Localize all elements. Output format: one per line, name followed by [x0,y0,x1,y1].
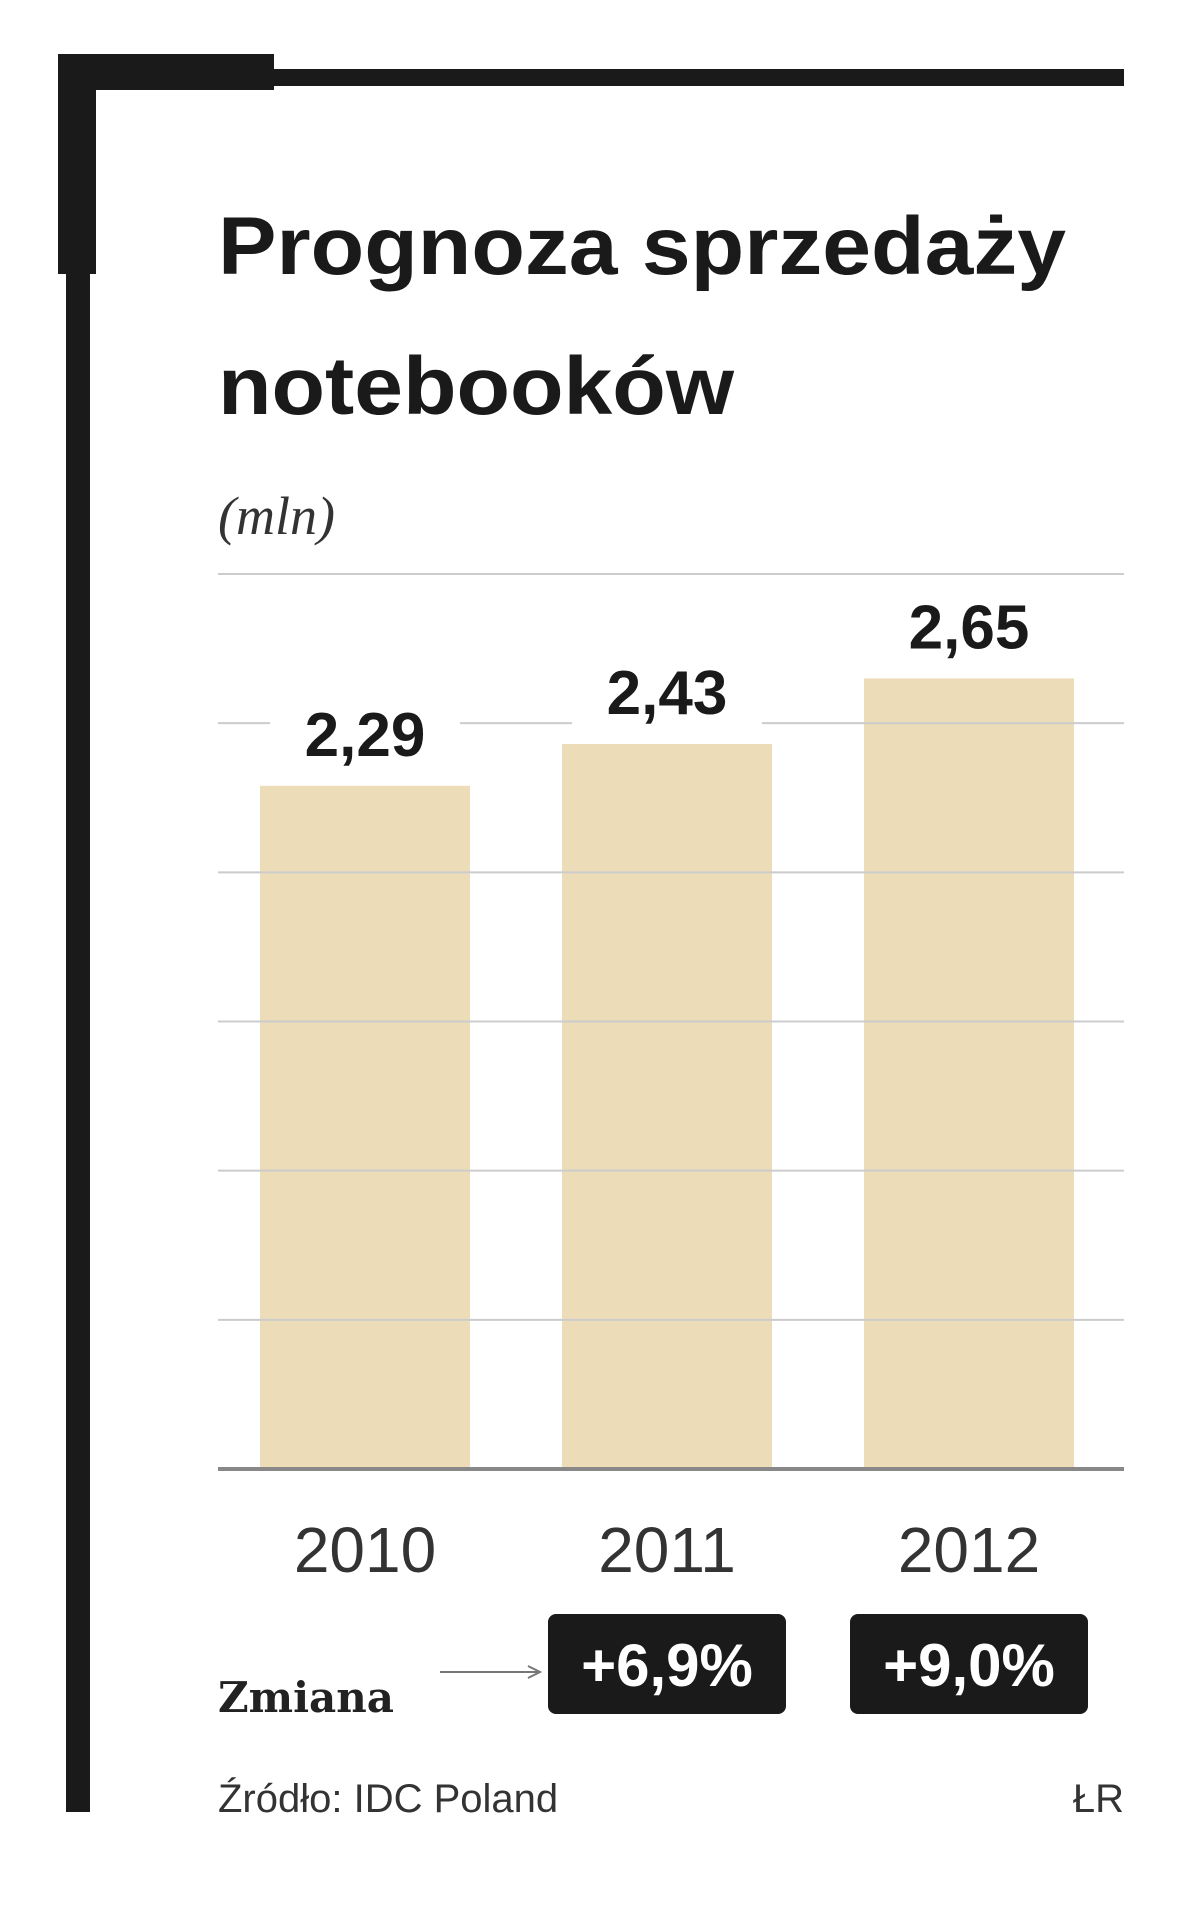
change-value: +6,9% [581,1632,753,1699]
change-box [850,1614,1088,1714]
source: Źródło: IDC Poland [218,1776,558,1821]
chart-title: Prognoza sprzedaży [218,201,1066,292]
bar [562,744,772,1469]
label-bg [874,596,1064,661]
value-label: 2,29 [305,701,426,770]
bar [260,785,470,1469]
label-bg [270,703,460,768]
frame [66,54,90,1812]
frame [274,69,1124,86]
x-tick-label: 2012 [898,1514,1040,1586]
chart-title: notebooków [218,341,734,432]
value-label: 2,65 [909,593,1030,662]
subtitle: (mln) [218,486,335,546]
x-tick-label: 2010 [294,1514,436,1586]
x-tick-label: 2011 [598,1514,736,1586]
bar [864,678,1074,1469]
credit: ŁR [1073,1777,1124,1821]
arrow [527,1665,543,1679]
value-label: 2,43 [607,659,728,728]
change-label: Zmiana [218,1673,394,1722]
label-bg [572,662,762,727]
change-box [548,1614,786,1714]
change-value: +9,0% [883,1632,1055,1699]
